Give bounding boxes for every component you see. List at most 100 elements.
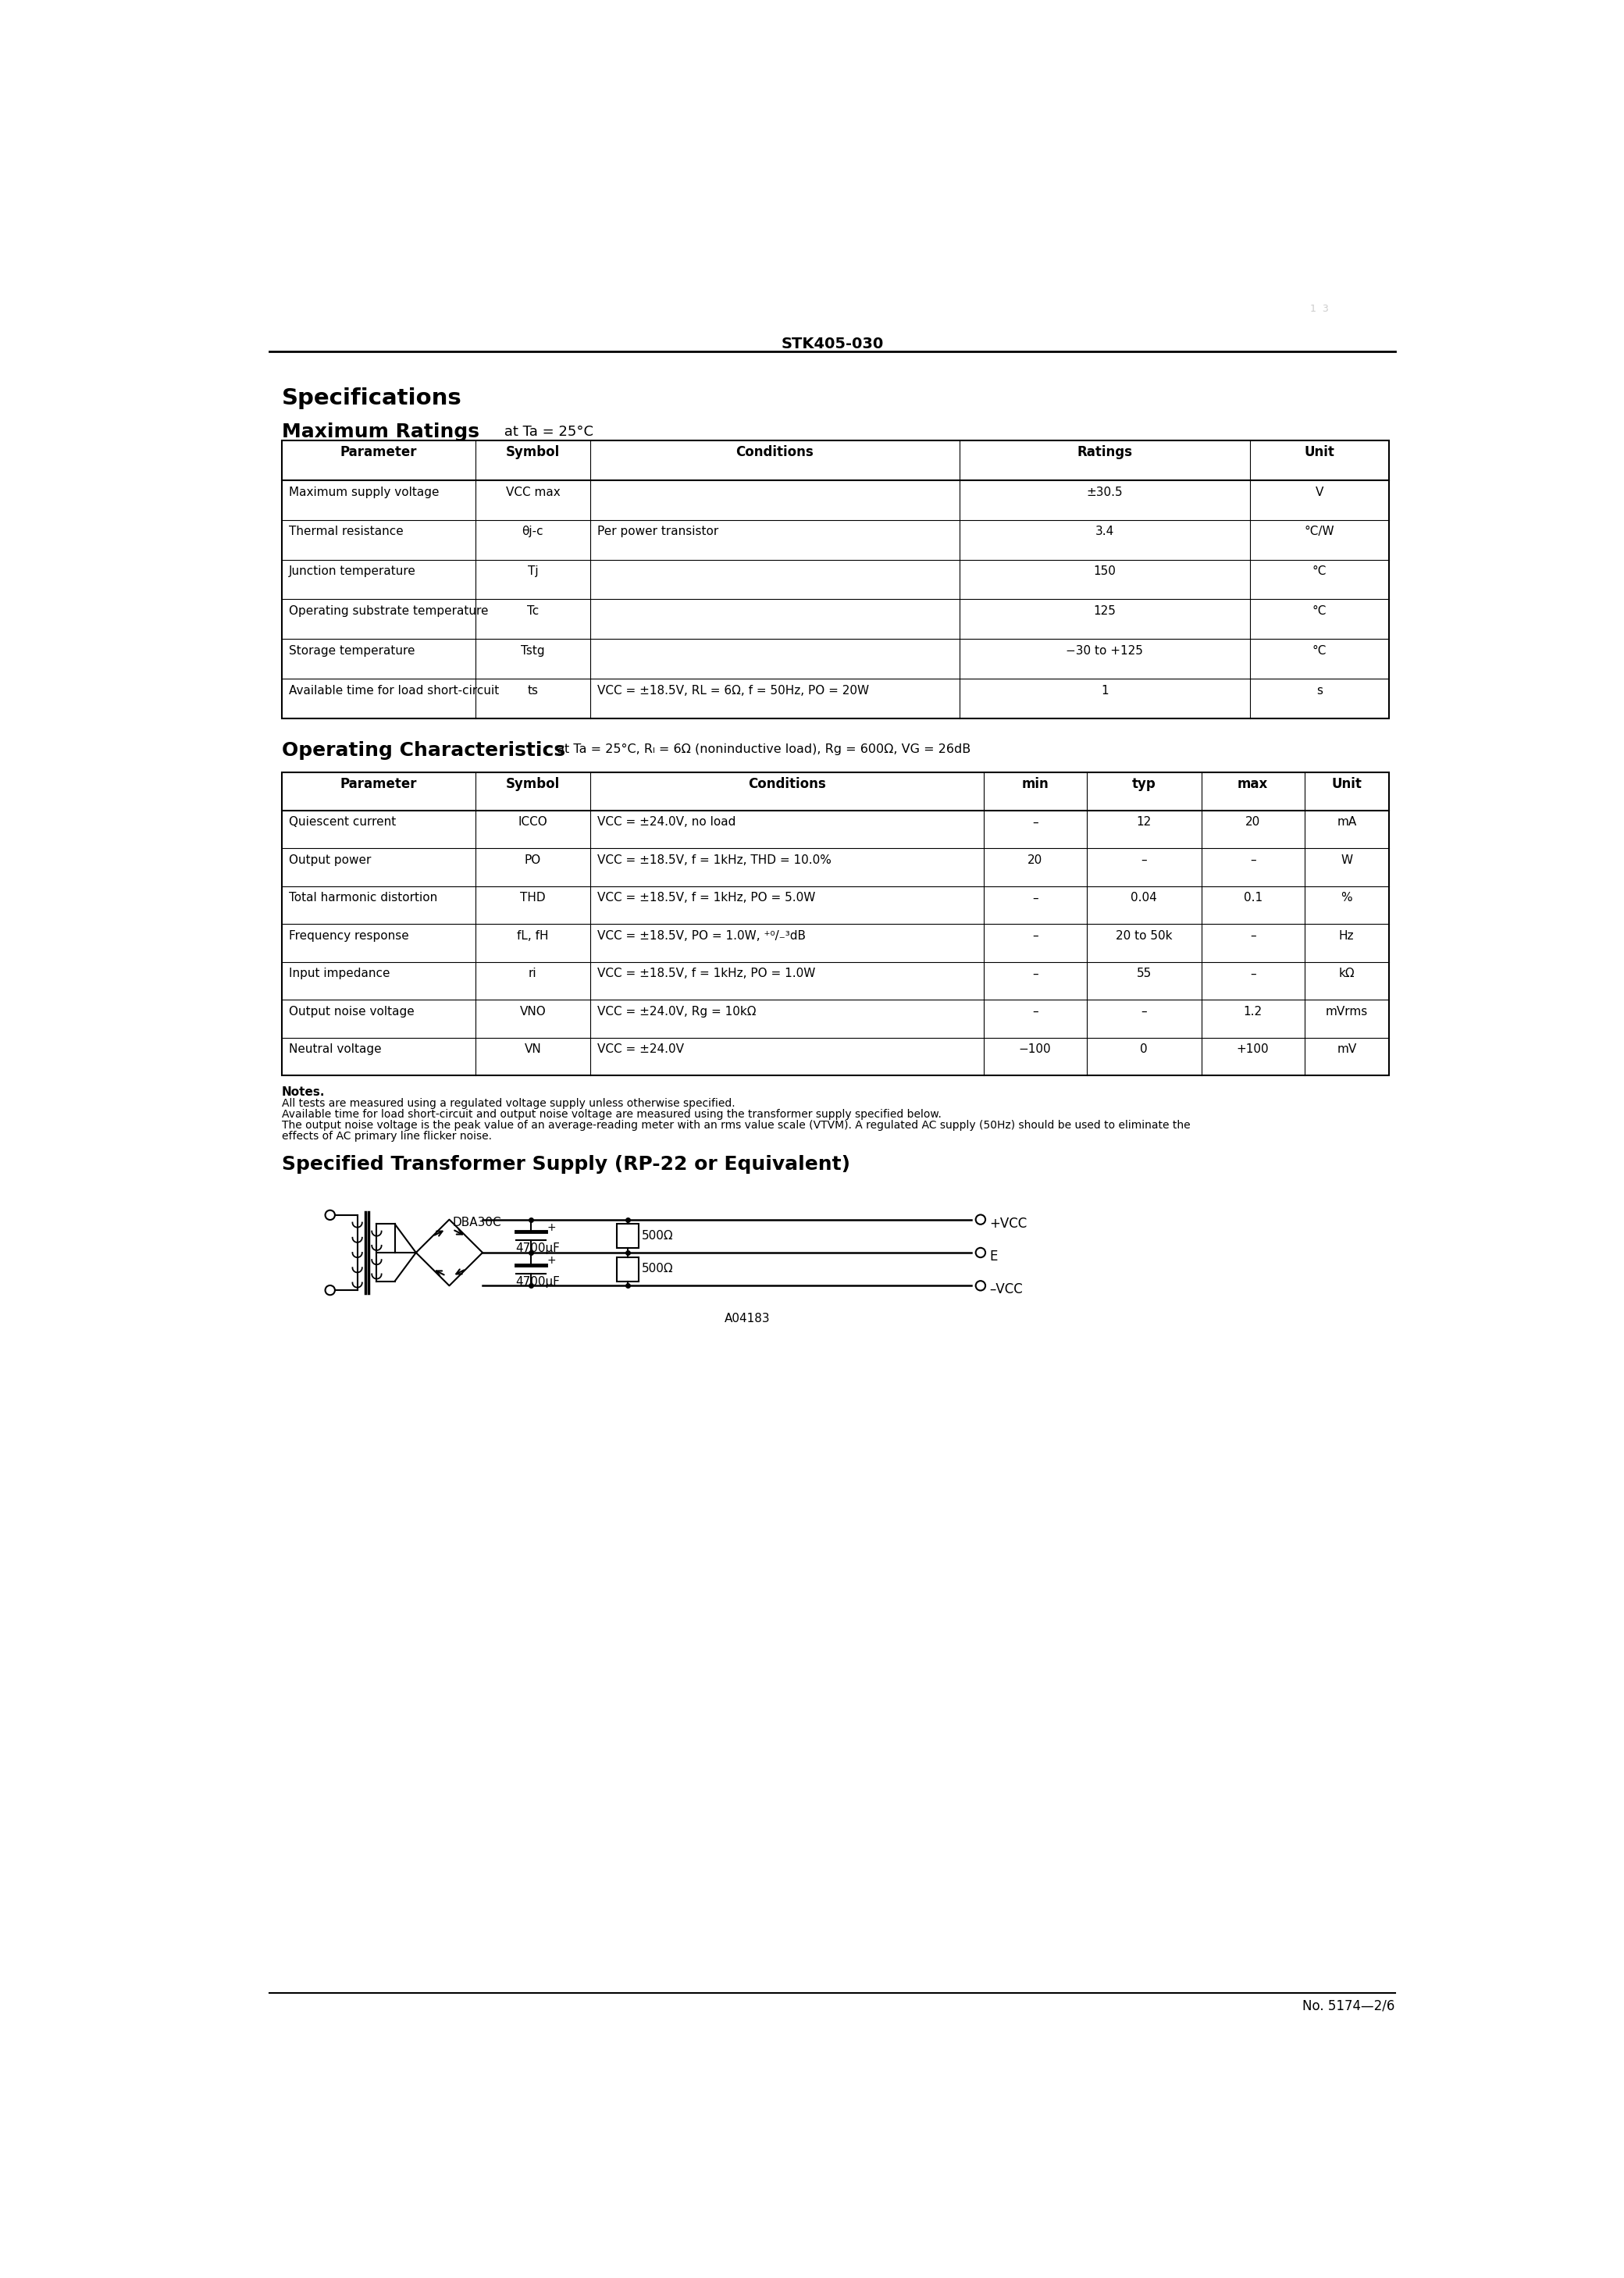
Text: typ: typ bbox=[1132, 777, 1156, 790]
Text: +100: +100 bbox=[1236, 1043, 1268, 1055]
Text: °C: °C bbox=[1312, 645, 1327, 656]
Text: Conditions: Conditions bbox=[749, 777, 827, 790]
Text: Specified Transformer Supply (RP-22 or Equivalent): Specified Transformer Supply (RP-22 or E… bbox=[281, 1155, 849, 1173]
Text: +VCC: +VCC bbox=[989, 1216, 1028, 1230]
Text: –: – bbox=[1031, 816, 1038, 829]
Bar bbox=[617, 1257, 638, 1280]
Text: 125: 125 bbox=[1093, 606, 1116, 617]
Text: Tc: Tc bbox=[526, 606, 539, 617]
Text: W: W bbox=[1341, 854, 1353, 866]
Text: °C/W: °C/W bbox=[1304, 526, 1335, 538]
Text: °C: °C bbox=[1312, 606, 1327, 617]
Text: 20 to 50k: 20 to 50k bbox=[1116, 929, 1173, 941]
Text: Thermal resistance: Thermal resistance bbox=[289, 526, 403, 538]
Text: –VCC: –VCC bbox=[989, 1283, 1023, 1296]
Text: 0.04: 0.04 bbox=[1130, 893, 1156, 904]
Text: All tests are measured using a regulated voltage supply unless otherwise specifi: All tests are measured using a regulated… bbox=[281, 1098, 736, 1109]
Text: A04183: A04183 bbox=[724, 1312, 770, 1324]
Text: Symbol: Symbol bbox=[505, 444, 560, 460]
Text: 4700μF: 4700μF bbox=[516, 1276, 560, 1287]
Text: VCC = ±18.5V, f = 1kHz, PO = 5.0W: VCC = ±18.5V, f = 1kHz, PO = 5.0W bbox=[598, 893, 815, 904]
Text: The output noise voltage is the peak value of an average-reading meter with an r: The output noise voltage is the peak val… bbox=[281, 1121, 1190, 1130]
Text: Unit: Unit bbox=[1304, 444, 1335, 460]
Text: 0: 0 bbox=[1140, 1043, 1148, 1055]
Text: ri: ri bbox=[529, 968, 538, 980]
Text: VCC = ±24.0V, Rg = 10kΩ: VCC = ±24.0V, Rg = 10kΩ bbox=[598, 1007, 757, 1018]
Bar bbox=[281, 440, 1389, 718]
Text: VCC = ±24.0V, no load: VCC = ±24.0V, no load bbox=[598, 816, 736, 829]
Text: effects of AC primary line flicker noise.: effects of AC primary line flicker noise… bbox=[281, 1130, 492, 1141]
Text: fL, fH: fL, fH bbox=[516, 929, 549, 941]
Text: Output noise voltage: Output noise voltage bbox=[289, 1007, 414, 1018]
Text: E: E bbox=[989, 1251, 997, 1264]
Text: mVrms: mVrms bbox=[1325, 1007, 1367, 1018]
Text: Neutral voltage: Neutral voltage bbox=[289, 1043, 382, 1055]
Text: 3.4: 3.4 bbox=[1095, 526, 1114, 538]
Text: Conditions: Conditions bbox=[736, 444, 814, 460]
Text: Specifications: Specifications bbox=[281, 387, 461, 410]
Text: Storage temperature: Storage temperature bbox=[289, 645, 416, 656]
Text: –: – bbox=[1142, 1007, 1147, 1018]
Text: mA: mA bbox=[1337, 816, 1356, 829]
Text: Available time for load short-circuit and output noise voltage are measured usin: Available time for load short-circuit an… bbox=[281, 1109, 942, 1121]
Text: Per power transistor: Per power transistor bbox=[598, 526, 719, 538]
Text: −100: −100 bbox=[1018, 1043, 1051, 1055]
Text: Available time for load short-circuit: Available time for load short-circuit bbox=[289, 686, 499, 697]
Text: −30 to +125: −30 to +125 bbox=[1065, 645, 1143, 656]
Text: VNO: VNO bbox=[520, 1007, 546, 1018]
Text: °C: °C bbox=[1312, 565, 1327, 576]
Text: –: – bbox=[1031, 968, 1038, 980]
Text: Total harmonic distortion: Total harmonic distortion bbox=[289, 893, 437, 904]
Text: –: – bbox=[1031, 893, 1038, 904]
Text: VCC = ±18.5V, f = 1kHz, PO = 1.0W: VCC = ±18.5V, f = 1kHz, PO = 1.0W bbox=[598, 968, 815, 980]
Text: 20: 20 bbox=[1246, 816, 1260, 829]
Text: THD: THD bbox=[520, 893, 546, 904]
Text: VCC max: VCC max bbox=[505, 485, 560, 499]
Text: –: – bbox=[1031, 929, 1038, 941]
Text: VCC = ±18.5V, RL = 6Ω, f = 50Hz, PO = 20W: VCC = ±18.5V, RL = 6Ω, f = 50Hz, PO = 20… bbox=[598, 686, 869, 697]
Text: –: – bbox=[1142, 854, 1147, 866]
Text: Quiescent current: Quiescent current bbox=[289, 816, 396, 829]
Text: –: – bbox=[1250, 968, 1255, 980]
Text: s: s bbox=[1317, 686, 1322, 697]
Text: 1  3: 1 3 bbox=[1311, 303, 1328, 314]
Text: Tj: Tj bbox=[528, 565, 538, 576]
Text: 55: 55 bbox=[1137, 968, 1151, 980]
Text: 500Ω: 500Ω bbox=[641, 1230, 674, 1242]
Text: Frequency response: Frequency response bbox=[289, 929, 409, 941]
Text: Junction temperature: Junction temperature bbox=[289, 565, 416, 576]
Text: max: max bbox=[1237, 777, 1268, 790]
Text: +: + bbox=[547, 1223, 557, 1232]
Text: kΩ: kΩ bbox=[1338, 968, 1354, 980]
Text: 0.1: 0.1 bbox=[1244, 893, 1262, 904]
Text: Symbol: Symbol bbox=[505, 777, 560, 790]
Text: Parameter: Parameter bbox=[339, 777, 417, 790]
Text: Parameter: Parameter bbox=[339, 444, 417, 460]
Text: min: min bbox=[1021, 777, 1049, 790]
Text: 12: 12 bbox=[1137, 816, 1151, 829]
Text: DBA30C: DBA30C bbox=[453, 1216, 502, 1228]
Text: 500Ω: 500Ω bbox=[641, 1262, 674, 1276]
Text: 1.2: 1.2 bbox=[1244, 1007, 1262, 1018]
Text: No. 5174—2/6: No. 5174—2/6 bbox=[1302, 2000, 1395, 2014]
Text: Hz: Hz bbox=[1340, 929, 1354, 941]
Text: –: – bbox=[1031, 1007, 1038, 1018]
Text: VCC = ±18.5V, f = 1kHz, THD = 10.0%: VCC = ±18.5V, f = 1kHz, THD = 10.0% bbox=[598, 854, 831, 866]
Text: mV: mV bbox=[1337, 1043, 1356, 1055]
Text: VCC = ±18.5V, PO = 1.0W, ⁺⁰/₋³dB: VCC = ±18.5V, PO = 1.0W, ⁺⁰/₋³dB bbox=[598, 929, 806, 941]
Text: Maximum supply voltage: Maximum supply voltage bbox=[289, 485, 438, 499]
Text: PO: PO bbox=[525, 854, 541, 866]
Text: Operating Characteristics: Operating Characteristics bbox=[281, 740, 565, 761]
Text: Notes.: Notes. bbox=[281, 1087, 325, 1098]
Text: 150: 150 bbox=[1093, 565, 1116, 576]
Text: 1: 1 bbox=[1101, 686, 1108, 697]
Text: ts: ts bbox=[528, 686, 538, 697]
Text: 4700μF: 4700μF bbox=[516, 1244, 560, 1255]
Text: VN: VN bbox=[525, 1043, 541, 1055]
Text: Output power: Output power bbox=[289, 854, 372, 866]
Text: 20: 20 bbox=[1028, 854, 1043, 866]
Bar bbox=[617, 1223, 638, 1248]
Text: –: – bbox=[1250, 929, 1255, 941]
Text: Operating substrate temperature: Operating substrate temperature bbox=[289, 606, 489, 617]
Text: Tstg: Tstg bbox=[521, 645, 544, 656]
